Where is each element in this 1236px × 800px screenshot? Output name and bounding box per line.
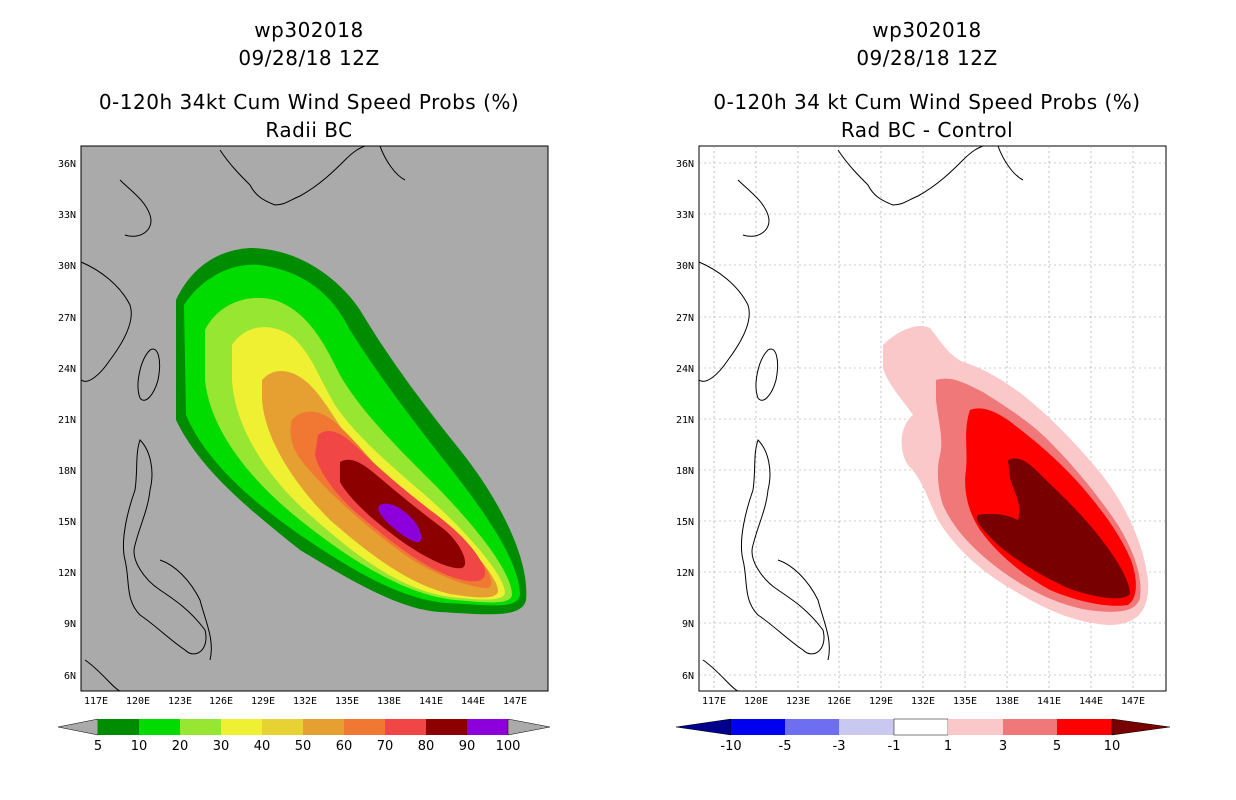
left-cb-label: 60 xyxy=(336,739,353,754)
left-title-subtitle: Radii BC xyxy=(265,118,353,142)
svg-text:18N: 18N xyxy=(58,466,76,477)
right-cb-label: -1 xyxy=(888,739,901,754)
left-cb-label: 70 xyxy=(377,739,394,754)
left-colorbar: 5 10 20 30 40 50 60 70 80 90 100 xyxy=(57,718,551,754)
svg-text:144E: 144E xyxy=(1079,696,1103,707)
svg-text:6N: 6N xyxy=(64,671,76,682)
svg-text:144E: 144E xyxy=(461,696,485,707)
left-map: 36N 33N 30N 27N 24N 21N 18N 15N 12N 9N 6… xyxy=(57,145,551,754)
right-cb-label: 10 xyxy=(1104,739,1121,754)
svg-text:18N: 18N xyxy=(676,466,694,477)
left-cb-label: 10 xyxy=(131,739,148,754)
right-title-storm: wp302018 xyxy=(872,18,982,42)
left-title-date: 09/28/18 12Z xyxy=(238,46,380,70)
svg-text:135E: 135E xyxy=(335,696,359,707)
right-map: 36N 33N 30N 27N 24N 21N 18N 15N 12N 9N 6… xyxy=(675,145,1171,754)
right-cb-label: 5 xyxy=(1053,739,1061,754)
left-probability-contours xyxy=(176,248,527,615)
svg-text:138E: 138E xyxy=(995,696,1019,707)
svg-text:120E: 120E xyxy=(744,696,768,707)
svg-text:126E: 126E xyxy=(827,696,851,707)
right-title-product: 0-120h 34 kt Cum Wind Speed Probs (%) xyxy=(713,90,1141,114)
svg-text:126E: 126E xyxy=(209,696,233,707)
left-cb-label: 5 xyxy=(94,739,102,754)
right-panel: wp302018 09/28/18 12Z 0-120h 34 kt Cum W… xyxy=(618,0,1236,800)
right-lat-labels: 36N 33N 30N 27N 24N 21N 18N 15N 12N 9N 6… xyxy=(676,159,694,682)
svg-text:135E: 135E xyxy=(953,696,977,707)
left-coastlines xyxy=(80,145,406,692)
svg-text:27N: 27N xyxy=(58,313,76,324)
svg-text:132E: 132E xyxy=(293,696,317,707)
right-difference-contours xyxy=(883,325,1149,625)
left-lat-labels: 36N 33N 30N 27N 24N 21N 18N 15N 12N 9N 6… xyxy=(58,159,76,682)
svg-text:123E: 123E xyxy=(168,696,192,707)
svg-text:123E: 123E xyxy=(786,696,810,707)
right-cb-label: -5 xyxy=(779,739,792,754)
left-cb-label: 40 xyxy=(254,739,271,754)
svg-text:138E: 138E xyxy=(377,696,401,707)
svg-text:141E: 141E xyxy=(419,696,443,707)
svg-text:27N: 27N xyxy=(676,313,694,324)
right-lon-labels: 117E 120E 123E 126E 129E 132E 135E 138E … xyxy=(702,696,1145,707)
svg-text:30N: 30N xyxy=(676,261,694,272)
svg-text:117E: 117E xyxy=(702,696,726,707)
left-title-product: 0-120h 34kt Cum Wind Speed Probs (%) xyxy=(98,90,520,114)
left-panel: wp302018 09/28/18 12Z 0-120h 34kt Cum Wi… xyxy=(57,18,551,754)
right-cb-label: -3 xyxy=(833,739,846,754)
right-colorbar: -10 -5 -3 -1 1 3 5 10 xyxy=(675,718,1171,754)
left-title-storm: wp302018 xyxy=(254,18,364,42)
svg-text:33N: 33N xyxy=(676,210,694,221)
svg-text:21N: 21N xyxy=(58,415,76,426)
left-cb-label: 80 xyxy=(418,739,435,754)
svg-text:36N: 36N xyxy=(676,159,694,170)
svg-text:129E: 129E xyxy=(869,696,893,707)
right-cb-label: 3 xyxy=(999,739,1007,754)
svg-text:12N: 12N xyxy=(676,568,694,579)
svg-text:117E: 117E xyxy=(84,696,108,707)
svg-text:9N: 9N xyxy=(682,619,694,630)
svg-text:147E: 147E xyxy=(1121,696,1145,707)
svg-text:132E: 132E xyxy=(911,696,935,707)
svg-text:141E: 141E xyxy=(1037,696,1061,707)
svg-text:12N: 12N xyxy=(58,568,76,579)
right-coastlines xyxy=(698,145,1024,692)
svg-text:30N: 30N xyxy=(58,261,76,272)
svg-text:147E: 147E xyxy=(503,696,527,707)
svg-text:6N: 6N xyxy=(682,671,694,682)
svg-text:24N: 24N xyxy=(676,364,694,375)
left-cb-label: 50 xyxy=(295,739,312,754)
left-cb-label: 30 xyxy=(213,739,230,754)
left-cb-label: 90 xyxy=(459,739,476,754)
svg-text:15N: 15N xyxy=(58,517,76,528)
svg-text:33N: 33N xyxy=(58,210,76,221)
right-gridlines xyxy=(699,146,1166,691)
left-lon-labels: 117E 120E 123E 126E 129E 132E 135E 138E … xyxy=(84,696,527,707)
right-title-subtitle: Rad BC - Control xyxy=(840,118,1014,142)
svg-text:9N: 9N xyxy=(64,619,76,630)
right-title-date: 09/28/18 12Z xyxy=(856,46,998,70)
svg-text:24N: 24N xyxy=(58,364,76,375)
svg-text:36N: 36N xyxy=(58,159,76,170)
right-cb-label: -10 xyxy=(720,739,741,754)
left-cb-label: 20 xyxy=(172,739,189,754)
svg-text:21N: 21N xyxy=(676,415,694,426)
left-cb-label: 100 xyxy=(496,739,521,754)
right-cb-label: 1 xyxy=(944,739,952,754)
svg-text:120E: 120E xyxy=(126,696,150,707)
svg-text:129E: 129E xyxy=(251,696,275,707)
svg-text:15N: 15N xyxy=(676,517,694,528)
